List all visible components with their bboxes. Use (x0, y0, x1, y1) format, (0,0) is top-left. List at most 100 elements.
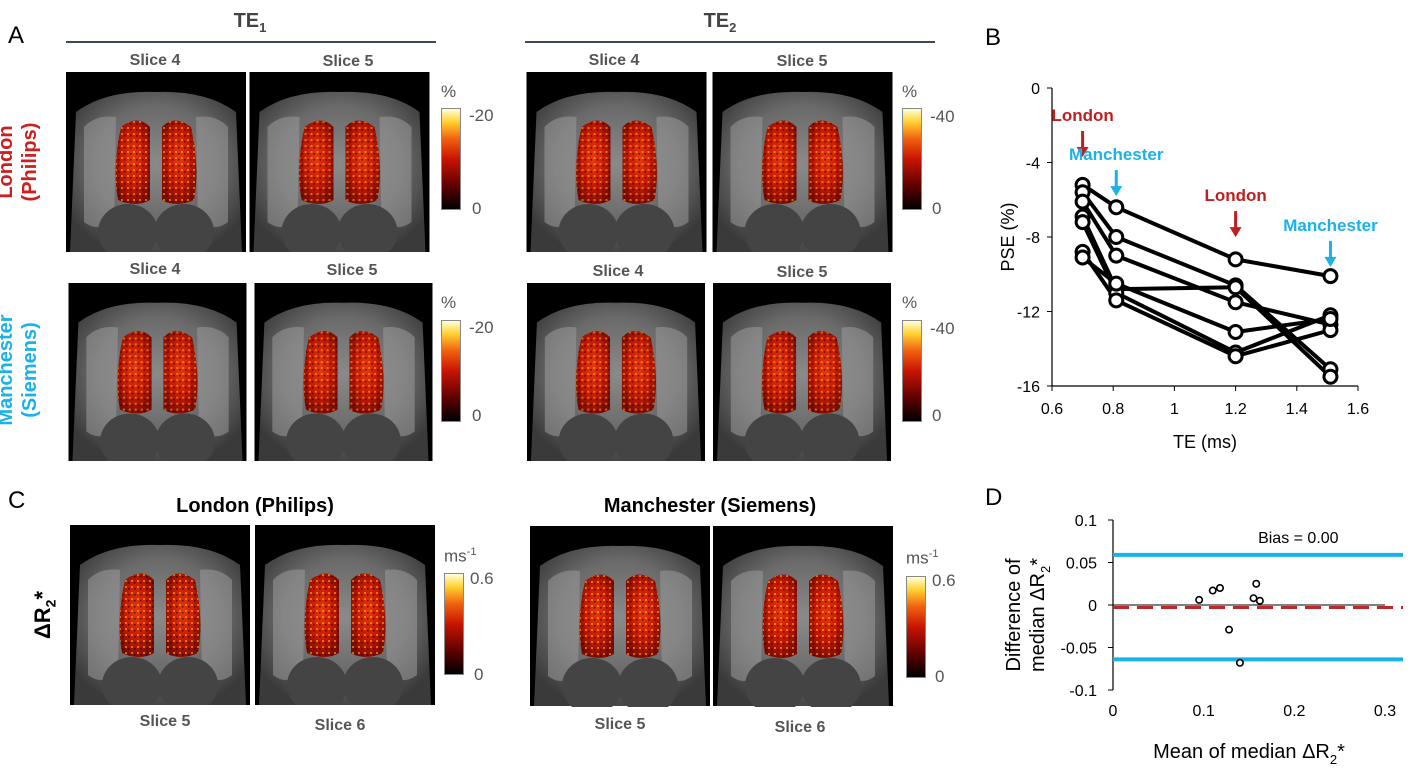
data-point (1208, 586, 1217, 595)
colorbar-max: 0.6 (470, 569, 494, 588)
delta-r2-star-label: ΔR2* (30, 590, 59, 640)
y-tick-label: -0.1 (1069, 683, 1097, 700)
y-tick-label: -16 (1017, 379, 1040, 396)
data-point (1108, 275, 1125, 292)
te1-header: TE1 (233, 10, 267, 35)
colorbar-min: 0 (474, 665, 484, 684)
mri-london-te2-slice5 (711, 72, 894, 252)
colorbar-dr2-manchester (906, 576, 926, 678)
colorbar-max: 0.6 (932, 571, 956, 590)
y-axis-label-line1: Difference of (1003, 558, 1025, 671)
data-point (1225, 625, 1234, 634)
mri-london-te2-slice4 (525, 72, 708, 252)
data-point (1227, 294, 1244, 311)
x-tick-label: 0.1 (1193, 703, 1215, 720)
y-tick-label: 0.1 (1075, 513, 1097, 530)
bland-altman-chart: 0.1 0.05 0 -0.05 -0.1 0 0.1 0.2 0.3 Bias = 0.00 Me… (1003, 513, 1403, 767)
annotation-label: London (1051, 106, 1113, 125)
x-tick-label: 0 (1109, 703, 1118, 720)
data-point (1227, 279, 1244, 296)
y-tick-label: 0 (1031, 81, 1040, 98)
colorbar-min: 0 (472, 199, 482, 218)
slice-label: Slice 5 (776, 53, 828, 70)
colorbar-te1-london (441, 108, 461, 210)
colorbar-min: 0 (932, 406, 942, 425)
y-tick-label: 0 (1088, 598, 1097, 615)
slice-label: Slice 6 (314, 717, 366, 734)
colorbar-dr2-london (444, 573, 464, 675)
data-point (1322, 368, 1339, 385)
bias-label: Bias = 0.00 (1258, 530, 1339, 547)
y-axis-label: Difference of median ΔR2* (1003, 558, 1053, 672)
annotation-label: Manchester (1069, 145, 1164, 164)
x-tick-label: 0.6 (1041, 401, 1063, 418)
panel-letter-b: B (985, 24, 1002, 51)
data-point (1227, 323, 1244, 340)
colorbar-te2-manchester (902, 320, 922, 422)
y-axis-label: PSE (%) (998, 202, 1018, 271)
x-tick-label: 0.8 (1102, 401, 1124, 418)
row-label-london: London (Philips) (0, 122, 41, 202)
slice-label: Slice 6 (774, 719, 826, 736)
x-tick-label: 1 (1170, 401, 1179, 418)
mri-manchester-te1-slice4 (66, 283, 249, 461)
annotation-arrowhead (1076, 146, 1089, 157)
y-tick-label: -12 (1017, 305, 1040, 322)
data-point (1322, 268, 1339, 285)
x-axis-label: TE (ms) (1173, 432, 1237, 452)
x-tick-label: 1.4 (1286, 401, 1308, 418)
series-line (1080, 250, 1331, 359)
mri-manchester-te1-slice5 (252, 283, 435, 461)
series-line (1080, 221, 1332, 355)
data-point (1074, 193, 1091, 210)
colorbar-unit: % (441, 293, 457, 312)
panel-letter-c: C (8, 487, 26, 514)
colorbar-min: 0 (472, 406, 482, 425)
mri-london-te1-slice5 (249, 72, 430, 252)
data-point (1108, 292, 1125, 309)
colorbar-unit: % (902, 293, 918, 312)
colorbar-min: 0 (935, 667, 945, 686)
slice-label: Slice 5 (322, 53, 374, 70)
annotation-arrowhead (1110, 186, 1123, 197)
mri-manchester-dr2-slice5 (530, 525, 710, 707)
mri-manchester-dr2-slice6 (713, 525, 893, 707)
mri-london-te1-slice4 (66, 72, 246, 252)
te1-divider (66, 41, 436, 43)
data-point (1227, 348, 1244, 365)
colorbar-min: 0 (932, 199, 942, 218)
colorbar-max: -20 (469, 106, 494, 125)
y-tick-label: -8 (1026, 230, 1040, 247)
data-point (1074, 214, 1091, 231)
colorbar-te2-london (902, 108, 922, 210)
mri-manchester-te2-slice4 (525, 283, 707, 461)
slice-label: Slice 4 (129, 261, 181, 278)
data-point (1108, 229, 1125, 245)
colorbar-max: -40 (930, 319, 955, 338)
pse-vs-te-chart: 0 -4 -8 -12 -160.6 0.8 1 1.2 1.4 1.6 TE (ms) PSE (%… (998, 81, 1378, 452)
colorbar-unit: % (902, 82, 918, 101)
row-label-manchester: Manchester (Siemens) (0, 314, 41, 426)
london-philips-title: London (Philips) (176, 495, 334, 517)
colorbar-unit: % (441, 82, 457, 101)
data-point (1255, 596, 1264, 605)
manchester-siemens-title: Manchester (Siemens) (603, 495, 817, 517)
x-tick-label: 0.3 (1374, 703, 1396, 720)
slice-label: Slice 5 (594, 716, 646, 733)
y-tick-label: 0.05 (1066, 556, 1097, 573)
colorbar-max: -20 (469, 318, 494, 337)
colorbar-unit: ms-1 (906, 548, 939, 568)
slice-label: Slice 5 (326, 262, 378, 279)
slice-label: Slice 5 (776, 264, 828, 281)
slice-label: Slice 4 (588, 52, 640, 69)
colorbar-te1-manchester (441, 320, 461, 422)
data-point (1249, 594, 1258, 603)
x-tick-label: 1.2 (1224, 401, 1246, 418)
annotation-label: Manchester (1283, 216, 1378, 235)
x-axis-label: Mean of median ΔR2* (1153, 741, 1345, 767)
data-point (1215, 584, 1224, 593)
series-line (1081, 255, 1331, 334)
slice-label: Slice 5 (139, 713, 191, 730)
y-tick-label: -0.05 (1061, 641, 1098, 658)
te2-divider (525, 41, 935, 43)
